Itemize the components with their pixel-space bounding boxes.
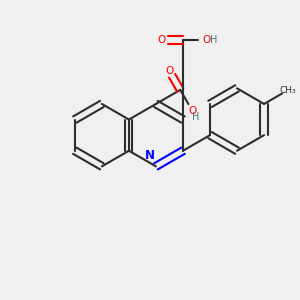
Text: H: H [210,35,217,45]
Text: H: H [193,112,200,122]
Text: N: N [145,149,155,162]
Text: O: O [165,66,173,76]
Text: O: O [202,35,210,45]
Text: O: O [158,35,166,45]
Text: O: O [188,106,197,116]
Text: CH₃: CH₃ [279,86,296,95]
